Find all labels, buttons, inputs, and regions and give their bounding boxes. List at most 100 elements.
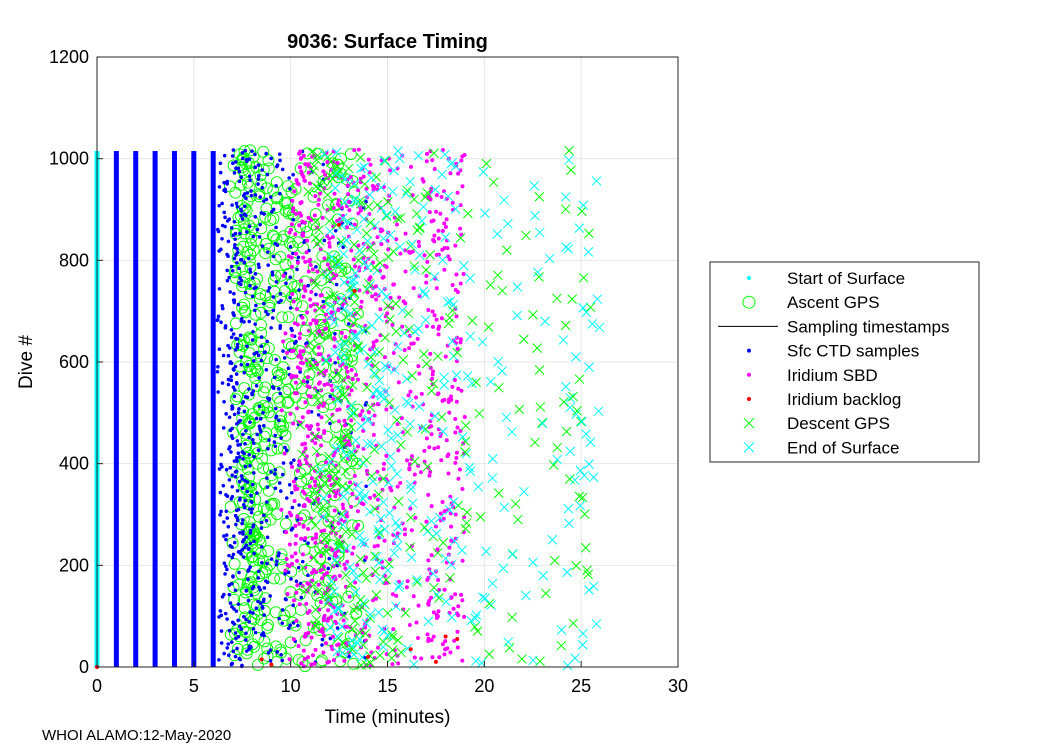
iridium-sbd-mark xyxy=(292,189,297,194)
sfc-ctd-sample-mark xyxy=(225,516,230,520)
iridium-sbd-mark xyxy=(301,321,306,326)
descent-gps-mark xyxy=(552,293,562,304)
end-of-surface-mark xyxy=(457,545,467,556)
iridium-sbd-mark xyxy=(305,581,310,586)
end-of-surface-mark xyxy=(512,282,523,292)
sfc-ctd-sample-mark xyxy=(254,303,258,308)
descent-gps-mark xyxy=(414,223,425,234)
iridium-sbd-mark xyxy=(320,626,325,631)
legend-marker xyxy=(743,442,755,453)
iridium-sbd-mark xyxy=(442,652,447,657)
ascent-gps-mark xyxy=(255,222,268,235)
sfc-ctd-sample-mark xyxy=(286,366,291,371)
descent-gps-mark xyxy=(355,152,366,163)
ascent-gps-mark xyxy=(247,215,260,228)
sfc-ctd-sample-mark xyxy=(333,360,337,365)
descent-gps-mark xyxy=(310,217,321,227)
descent-gps-mark xyxy=(484,649,495,660)
descent-gps-mark xyxy=(425,250,436,260)
y-tick-label: 400 xyxy=(59,454,89,474)
end-of-surface-mark xyxy=(451,370,462,380)
descent-gps-mark xyxy=(481,158,492,169)
end-of-surface-mark xyxy=(450,204,461,214)
sfc-ctd-sample-mark xyxy=(265,339,269,344)
ascent-gps-mark xyxy=(247,598,260,611)
sfc-ctd-sample-mark xyxy=(291,621,296,625)
iridium-sbd-mark xyxy=(415,336,420,341)
iridium-sbd-mark xyxy=(436,236,441,241)
iridium-sbd-mark xyxy=(300,552,305,557)
sfc-ctd-sample-mark xyxy=(257,424,262,429)
iridium-sbd-mark xyxy=(292,499,297,504)
iridium-sbd-mark xyxy=(415,635,420,640)
iridium-sbd-mark xyxy=(291,421,296,426)
descent-gps-mark xyxy=(340,466,351,477)
iridium-sbd-mark xyxy=(333,551,338,556)
sfc-ctd-sample-mark xyxy=(300,559,305,564)
sfc-ctd-sample-mark xyxy=(231,298,236,303)
descent-gps-mark xyxy=(568,618,579,629)
descent-gps-mark xyxy=(453,500,464,511)
sfc-ctd-sample-mark xyxy=(274,357,278,362)
iridium-sbd-mark xyxy=(458,337,463,342)
end-of-surface-mark xyxy=(471,610,482,621)
iridium-sbd-mark xyxy=(283,331,288,336)
ascent-gps-mark xyxy=(305,387,318,400)
iridium-sbd-mark xyxy=(371,343,376,348)
end-of-surface-mark xyxy=(350,435,361,446)
end-of-surface-mark xyxy=(499,502,510,513)
iridium-sbd-mark xyxy=(450,384,455,389)
ascent-gps-mark xyxy=(243,332,256,345)
iridium-sbd-mark xyxy=(301,349,306,354)
sfc-ctd-sample-mark xyxy=(266,651,271,655)
iridium-sbd-mark xyxy=(371,241,376,246)
iridium-sbd-mark xyxy=(284,530,289,535)
descent-gps-mark xyxy=(444,313,455,323)
sfc-ctd-sample-mark xyxy=(237,570,241,575)
end-of-surface-mark xyxy=(384,508,395,518)
iridium-sbd-mark xyxy=(316,405,321,410)
sfc-ctd-sample-mark xyxy=(274,183,278,188)
sfc-ctd-sample-mark xyxy=(238,333,243,338)
iridium-sbd-mark xyxy=(460,658,465,663)
sfc-ctd-sample-mark xyxy=(235,345,240,350)
iridium-sbd-mark xyxy=(310,536,315,541)
descent-gps-mark xyxy=(325,267,336,278)
ascent-gps-mark xyxy=(283,411,296,424)
sfc-ctd-sample-mark xyxy=(233,513,238,518)
sfc-ctd-sample-mark xyxy=(266,396,270,401)
iridium-sbd-mark xyxy=(439,194,444,199)
iridium-sbd-mark xyxy=(336,198,341,203)
iridium-sbd-mark xyxy=(306,162,311,167)
iridium-sbd-mark xyxy=(345,225,350,230)
end-of-surface-mark xyxy=(585,437,596,448)
descent-gps-mark xyxy=(429,148,439,159)
iridium-sbd-mark xyxy=(342,418,347,423)
sfc-ctd-sample-mark xyxy=(256,174,261,178)
iridium-sbd-mark xyxy=(329,168,334,173)
ascent-gps-mark xyxy=(284,225,297,238)
end-of-surface-mark xyxy=(336,293,346,304)
iridium-sbd-mark xyxy=(460,558,465,563)
sfc-ctd-sample-mark xyxy=(244,631,248,636)
end-of-surface-mark xyxy=(594,322,605,333)
iridium-backlog-mark xyxy=(455,637,460,642)
sfc-ctd-sample-mark xyxy=(229,640,234,644)
descent-gps-mark xyxy=(512,514,523,525)
sfc-ctd-sample-mark xyxy=(217,203,221,208)
ascent-gps-mark xyxy=(266,229,279,242)
iridium-sbd-mark xyxy=(337,573,342,578)
ascent-gps-mark xyxy=(236,412,249,425)
iridium-sbd-mark xyxy=(388,485,393,490)
end-of-surface-mark xyxy=(361,618,372,629)
descent-gps-mark xyxy=(497,285,508,296)
sfc-ctd-sample-mark xyxy=(237,479,242,484)
ascent-gps-mark xyxy=(237,623,249,635)
ascent-gps-mark xyxy=(244,248,257,261)
sfc-ctd-sample-mark xyxy=(290,526,295,531)
sfc-ctd-sample-mark xyxy=(238,442,243,447)
sfc-ctd-sample-mark xyxy=(235,488,240,493)
sfc-ctd-sample-mark xyxy=(306,283,310,288)
iridium-sbd-mark xyxy=(309,424,314,429)
end-of-surface-mark xyxy=(367,320,377,331)
